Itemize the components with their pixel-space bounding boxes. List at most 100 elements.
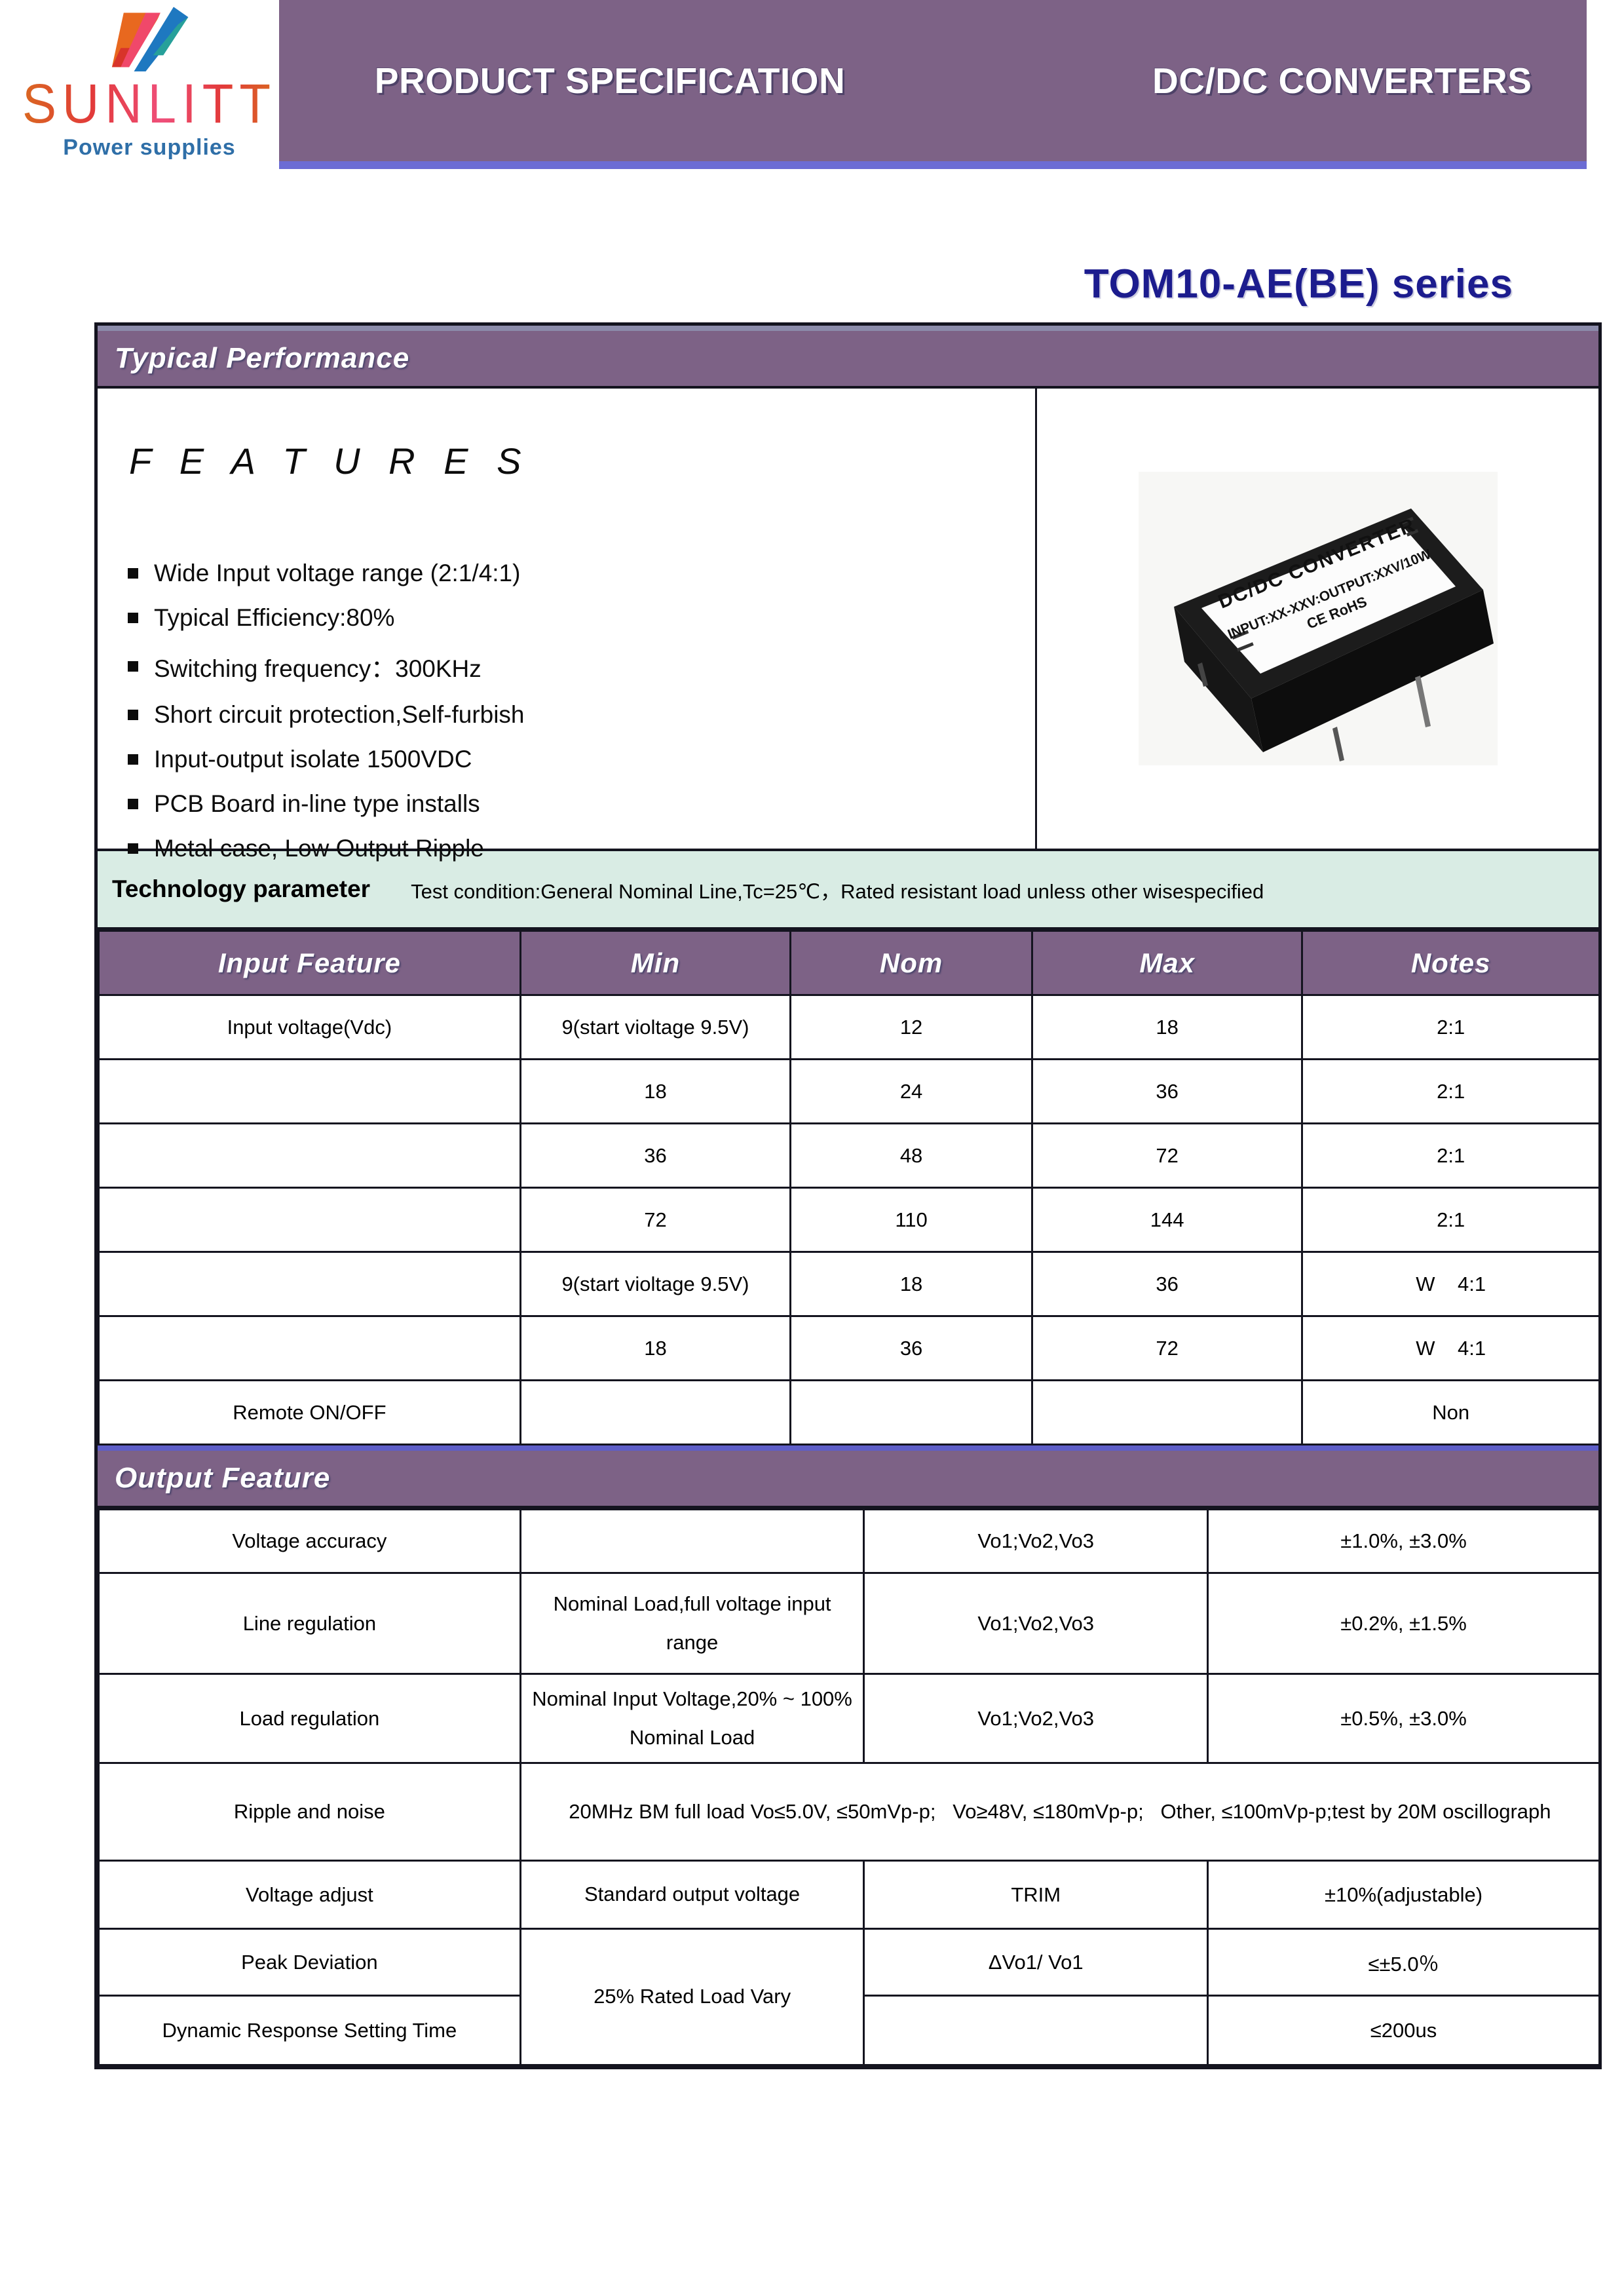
- table-row: Line regulation Nominal Load,full voltag…: [98, 1572, 1600, 1675]
- cell-parameter: Load regulation: [98, 1673, 521, 1764]
- features-and-photo-row: F E A T U R E S Wide Input voltage range…: [98, 389, 1598, 862]
- cell-notes: Non: [1301, 1379, 1600, 1445]
- cell-condition: Nominal Load,full voltage input range: [519, 1572, 865, 1675]
- output-feature-label: Output Feature: [115, 1462, 331, 1494]
- cell-max: [1030, 1379, 1304, 1445]
- section-header-typical-performance: Typical Performance: [98, 326, 1598, 389]
- feature-item: Input-output isolate 1500VDC: [121, 746, 1035, 773]
- table-row: Input voltage(Vdc) 9(start violtage 9.5V…: [98, 994, 1600, 1060]
- table-row: Voltage adjust Standard output voltage T…: [98, 1860, 1600, 1930]
- cell-nom: [789, 1379, 1033, 1445]
- cell-condition: Standard output voltage: [519, 1860, 865, 1930]
- cell-nom: 48: [789, 1122, 1033, 1189]
- cell-notes: 2:1: [1301, 1187, 1600, 1253]
- cell-scope: [863, 1995, 1209, 2066]
- feature-item: Typical Efficiency:80%: [121, 604, 1035, 632]
- cell-nom: 110: [789, 1187, 1033, 1253]
- cell-nom: 12: [789, 994, 1033, 1060]
- table-row: 9(start violtage 9.5V) 18 36 W 4:1: [98, 1251, 1600, 1317]
- cell-parameter: Ripple and noise: [98, 1762, 521, 1862]
- pin-label-marks: [1231, 516, 1418, 652]
- bullet-square-icon: [128, 843, 138, 854]
- cell-max: 36: [1030, 1058, 1304, 1124]
- cell-condition: 25% Rated Load Vary: [519, 1928, 865, 2066]
- table-row: Ripple and noise 20MHz BM full load Vo≤5…: [98, 1762, 1601, 1862]
- cell-scope: ΔVo1/ Vo1: [863, 1928, 1209, 1997]
- module-pin: [1332, 727, 1344, 761]
- cell-min: 18: [519, 1058, 792, 1124]
- cell-value: ≤200us: [1207, 1995, 1600, 2066]
- cell-max: 36: [1030, 1251, 1304, 1317]
- logo-n-icon: [111, 7, 189, 72]
- feature-text: Wide Input voltage range (2:1/4:1): [154, 560, 521, 586]
- technology-parameter-label: Technology parameter: [112, 875, 371, 902]
- banner-title-dcdc-converters: DC/DC CONVERTERS: [1152, 60, 1532, 101]
- features-list: Wide Input voltage range (2:1/4:1) Typic…: [121, 560, 1035, 862]
- brand-name: SUNLITT: [18, 75, 280, 133]
- cell-notes: 2:1: [1301, 994, 1600, 1060]
- cell-condition: [519, 1508, 865, 1574]
- cell-max: 72: [1030, 1315, 1304, 1381]
- section-header-output-feature: Output Feature: [98, 1445, 1598, 1508]
- cell-parameter: Line regulation: [98, 1572, 521, 1675]
- cell-notes: W 4:1: [1301, 1315, 1600, 1381]
- cell-min: 72: [519, 1187, 792, 1253]
- table-row: Load regulation Nominal Input Voltage,20…: [98, 1673, 1600, 1764]
- feature-text: Metal case, Low Output Ripple: [154, 835, 484, 862]
- cell-scope: Vo1;Vo2,Vo3: [863, 1508, 1209, 1574]
- bullet-square-icon: [128, 754, 138, 765]
- cell-notes: W 4:1: [1301, 1251, 1600, 1317]
- input-feature-table: Input Feature Min Nom Max Notes Input vo…: [98, 930, 1600, 1445]
- cell-parameter: Voltage adjust: [98, 1860, 521, 1930]
- cell-scope: TRIM: [863, 1860, 1209, 1930]
- feature-item: Short circuit protection,Self-furbish: [121, 701, 1035, 729]
- table-row: 72 110 144 2:1: [98, 1187, 1600, 1253]
- series-title: TOM10-AE(BE) series: [1084, 261, 1513, 307]
- cell-min: 9(start violtage 9.5V): [519, 994, 792, 1060]
- table-row: Peak Deviation 25% Rated Load Vary ΔVo1/…: [98, 1928, 1600, 2066]
- feature-item: PCB Board in-line type installs: [121, 790, 1035, 818]
- cell-scope: Vo1;Vo2,Vo3: [863, 1673, 1209, 1764]
- feature-text: Switching frequency：300KHz: [154, 655, 482, 682]
- col-header-input-feature: Input Feature: [98, 930, 521, 996]
- feature-item: Metal case, Low Output Ripple: [121, 835, 1035, 862]
- dcdc-module-photo: DC/DC CONVERTER INPUT:XX-XXV:OUTPUT:XXV/…: [1138, 472, 1498, 765]
- cell-feature: [98, 1187, 521, 1253]
- col-header-notes: Notes: [1301, 930, 1600, 996]
- module-pin: [1197, 662, 1208, 687]
- technology-test-condition: Test condition:General Nominal Line,Tc=2…: [411, 879, 1264, 903]
- brand-tagline: Power supplies: [63, 134, 236, 160]
- table-row: 18 36 72 W 4:1: [98, 1315, 1600, 1381]
- cell-feature: [98, 1058, 521, 1124]
- bullet-square-icon: [128, 710, 138, 720]
- table-row: Voltage accuracy Vo1;Vo2,Vo3 ±1.0%, ±3.0…: [98, 1508, 1600, 1574]
- input-table-header-row: Input Feature Min Nom Max Notes: [98, 930, 1600, 996]
- cell-condition: Nominal Input Voltage,20% ~ 100% Nominal…: [519, 1673, 865, 1764]
- cell-nom: 36: [789, 1315, 1033, 1381]
- product-photo-cell: DC/DC CONVERTER INPUT:XX-XXV:OUTPUT:XXV/…: [1037, 389, 1598, 849]
- cell-feature: [98, 1122, 521, 1189]
- feature-text: Short circuit protection,Self-furbish: [154, 701, 525, 728]
- header-banner: PRODUCT SPECIFICATION DC/DC CONVERTERS: [279, 0, 1587, 169]
- table-row: 36 48 72 2:1: [98, 1122, 1600, 1189]
- company-logo: SUNLITT Power supplies: [18, 4, 280, 161]
- cell-value: ±0.5%, ±3.0%: [1207, 1673, 1600, 1764]
- table-row: 18 24 36 2:1: [98, 1058, 1600, 1124]
- cell-scope: Vo1;Vo2,Vo3: [863, 1572, 1209, 1675]
- cell-feature: Input voltage(Vdc): [98, 994, 521, 1060]
- feature-item: Wide Input voltage range (2:1/4:1): [121, 560, 1035, 587]
- technology-parameter-band: Technology parameter Test condition:Gene…: [98, 851, 1598, 930]
- cell-max: 144: [1030, 1187, 1304, 1253]
- cell-parameter: Voltage accuracy: [98, 1508, 521, 1574]
- spec-table: Typical Performance F E A T U R E S Wide…: [94, 322, 1602, 2069]
- cell-value: ≤±5.0％: [1207, 1928, 1600, 1997]
- col-header-min: Min: [519, 930, 792, 996]
- cell-feature: [98, 1251, 521, 1317]
- cell-detail: 20MHz BM full load Vo≤5.0V, ≤50mVp-p; Vo…: [519, 1762, 1601, 1862]
- cell-feature: Remote ON/OFF: [98, 1379, 521, 1445]
- cell-nom: 18: [789, 1251, 1033, 1317]
- feature-item: Switching frequency：300KHz: [121, 649, 1035, 684]
- table-row: Remote ON/OFF Non: [98, 1379, 1600, 1445]
- cell-value: ±1.0%, ±3.0%: [1207, 1508, 1600, 1574]
